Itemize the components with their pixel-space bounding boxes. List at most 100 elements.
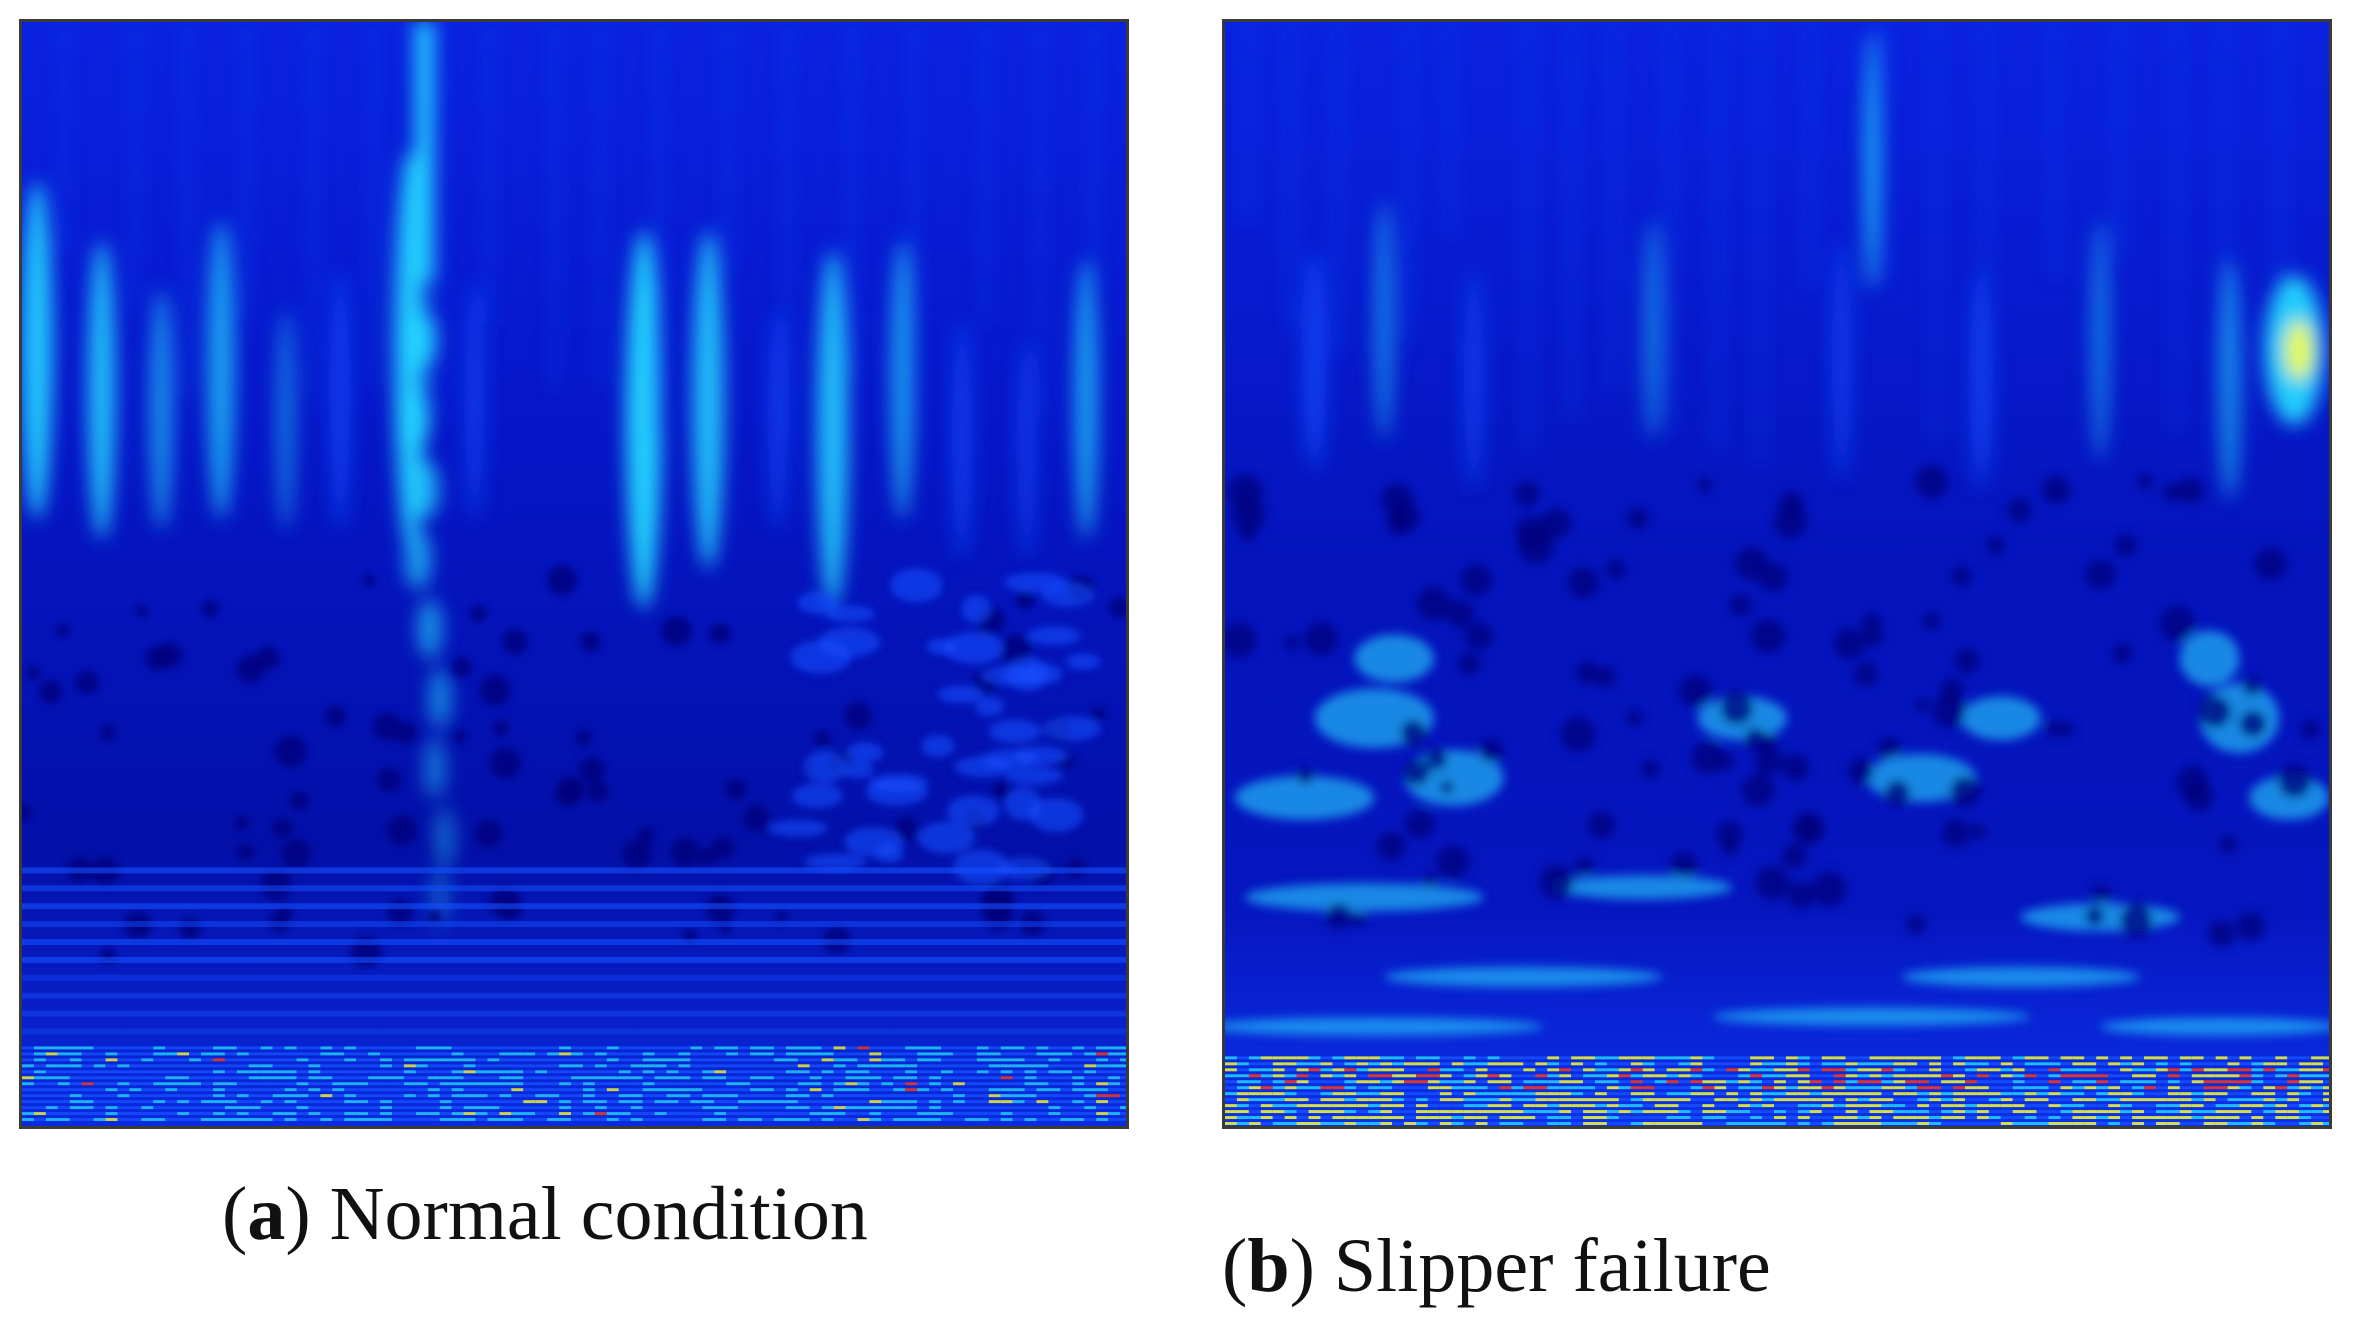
noise-cell [833, 1070, 846, 1074]
noise-cell [69, 1094, 82, 1098]
energy-streak [1831, 240, 1852, 480]
noise-cell [57, 1052, 70, 1056]
noise-cell [81, 1070, 94, 1074]
faint-streak [371, 22, 377, 387]
noise-cell [129, 1070, 142, 1074]
noise-cell [2048, 1116, 2061, 1120]
noise-cell [1284, 1122, 1297, 1126]
faint-streak [61, 22, 67, 251]
noise-cell [2072, 1068, 2085, 1072]
noise-cell [380, 1118, 392, 1122]
noise-cell [1475, 1062, 1488, 1066]
noise-cell [1762, 1110, 1775, 1114]
noise-cell [403, 1112, 416, 1116]
dark-spot [1239, 523, 1257, 542]
noise-cell [1392, 1062, 1405, 1066]
noise-cell [451, 1058, 464, 1062]
noise-cell [654, 1076, 667, 1080]
noise-cell [1344, 1098, 1357, 1102]
noise-cell [1905, 1056, 1918, 1060]
noise-cell [45, 1112, 58, 1116]
noise-cell [451, 1082, 464, 1086]
noise-cell [2167, 1110, 2180, 1114]
caption-title-b: Slipper failure [1333, 1224, 1771, 1308]
noise-cell [582, 1082, 595, 1086]
noise-cell [1618, 1104, 1631, 1108]
energy-blob [1244, 883, 1484, 912]
noise-cell [857, 1076, 870, 1080]
noise-cell [2060, 1056, 2073, 1060]
noise-cell [1225, 1074, 1237, 1078]
noise-cell [1296, 1068, 1309, 1072]
noise-cell [439, 1058, 452, 1062]
noise-cell [1072, 1118, 1085, 1122]
noise-cell [22, 1106, 34, 1110]
noise-cell [69, 1112, 82, 1116]
mid-patch [824, 605, 876, 622]
energy-blob [1961, 696, 2041, 741]
noise-cell [1451, 1062, 1464, 1066]
mid-patch [789, 640, 852, 674]
noise-cell [1714, 1068, 1727, 1072]
noise-cell [1427, 1092, 1440, 1096]
noise-cell [2155, 1080, 2168, 1084]
noise-cell [1702, 1110, 1715, 1114]
dark-spot [1691, 741, 1724, 774]
noise-cell [2299, 1056, 2312, 1060]
noise-cell [1774, 1080, 1786, 1084]
noise-cell [1953, 1092, 1965, 1096]
energy-blob [1384, 966, 1663, 987]
dark-spot [260, 868, 292, 900]
dark-spot [670, 837, 701, 868]
noise-cell [1048, 1100, 1061, 1104]
noise-cell [797, 1100, 810, 1104]
noise-cell [1726, 1080, 1739, 1084]
noise-cell [1439, 1074, 1452, 1078]
noise-cell [1427, 1086, 1440, 1090]
noise-cell [81, 1112, 94, 1116]
noise-cell [726, 1112, 739, 1116]
noise-cell [917, 1094, 930, 1098]
noise-cell [1726, 1122, 1739, 1126]
noise-cell [201, 1052, 213, 1056]
dark-spot [123, 911, 151, 939]
noise-cell [356, 1100, 369, 1104]
noise-cell [332, 1082, 345, 1086]
noise-cell [547, 1070, 560, 1074]
noise-cell [344, 1076, 357, 1080]
noise-cell [2012, 1080, 2025, 1084]
noise-cell [2203, 1092, 2216, 1096]
noise-cell [571, 1058, 583, 1062]
noise-cell [2024, 1110, 2037, 1114]
noise-cell [618, 1118, 631, 1122]
noise-cell [33, 1064, 46, 1068]
noise-cell [1284, 1062, 1297, 1066]
noise-cell [1559, 1080, 1572, 1084]
noise-cell [905, 1118, 918, 1122]
noise-cell [415, 1094, 428, 1098]
noise-cell [1571, 1110, 1584, 1114]
noise-cell [1845, 1092, 1858, 1096]
noise-cell [2084, 1104, 2097, 1108]
dark-spot [2300, 719, 2320, 739]
noise-cell [1024, 1112, 1037, 1116]
noise-cell [2215, 1086, 2228, 1090]
noise-cell [1690, 1068, 1703, 1072]
noise-cell [260, 1088, 273, 1092]
dark-spot [100, 725, 116, 741]
noise-cell [797, 1058, 810, 1062]
noise-cell [606, 1076, 619, 1080]
noise-cell [2096, 1092, 2109, 1096]
noise-cell [2000, 1116, 2013, 1120]
noise-cell [1964, 1092, 1977, 1096]
noise-cell [427, 1106, 440, 1110]
noise-cell [153, 1118, 166, 1122]
noise-cell [1797, 1104, 1810, 1108]
noise-cell [2275, 1092, 2288, 1096]
noise-cell [702, 1082, 715, 1086]
noise-cell [1654, 1086, 1667, 1090]
noise-cell [260, 1058, 273, 1062]
noise-cell [1463, 1110, 1476, 1114]
noise-cell [1690, 1098, 1703, 1102]
noise-cell [1096, 1082, 1109, 1086]
